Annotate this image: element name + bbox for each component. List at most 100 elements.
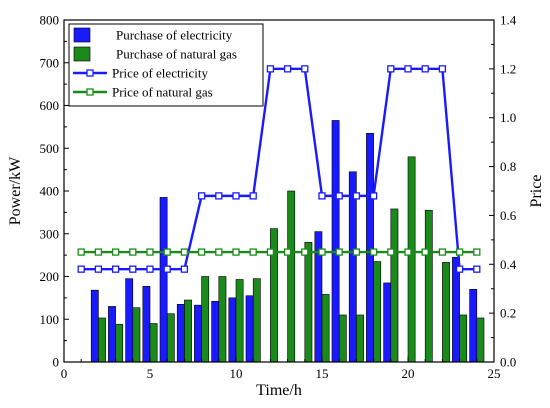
marker-gas-price-6 [163,248,171,256]
y2-tick-label-1.2: 1.2 [500,61,516,76]
marker-gas-price-8 [197,248,206,256]
marker-gas-price-23 [455,248,464,256]
bar-electricity-23 [452,256,460,363]
bar-gas-19 [390,208,399,363]
marker-electricity-price-14 [301,65,309,73]
marker-electricity-price-17 [352,192,361,200]
bar-electricity-6 [159,197,168,363]
marker-gas-price-17 [352,248,361,256]
marker-gas-price-10 [232,248,240,256]
y-tick-label-600: 600 [40,98,60,113]
bar-gas-9 [218,276,227,363]
legend-electricity-purchase-label: Purchase of electricity [116,28,233,43]
x-axis-title: Time/h [256,382,302,399]
marker-gas-price-7 [180,248,189,256]
marker-gas-price-5 [146,248,154,256]
marker-electricity-price-6 [163,265,171,273]
y-axis-right-ticks: 0.0 0.2 0.4 0.6 0.8 1.0 1.2 1.4 [489,13,517,370]
x-tick-label-20: 20 [402,366,415,381]
marker-gas-price-16 [335,248,343,256]
x-tick-label-15: 15 [316,366,329,381]
bar-gas-17 [356,314,364,363]
marker-gas-price-15 [318,248,326,256]
marker-gas-price-11 [249,248,257,256]
marker-electricity-price-23 [455,265,464,273]
y-axis-left-ticks: 0 100 200 300 400 500 600 700 800 [40,13,69,370]
marker-electricity-price-12 [266,65,275,73]
marker-gas-price-22 [438,248,447,256]
bar-gas-5 [149,323,158,363]
marker-gas-price-9 [215,248,223,256]
marker-electricity-price-7 [180,265,189,273]
marker-electricity-price-11 [249,192,257,200]
marker-electricity-price-13 [283,65,292,73]
marker-electricity-price-4 [129,265,137,273]
legend-electricity-price-marker [86,69,94,77]
marker-electricity-price-20 [404,65,412,73]
bar-electricity-18 [366,132,374,363]
bar-gas-13 [287,190,296,363]
bar-gas-23 [459,314,468,363]
marker-gas-price-1 [77,248,85,256]
bar-gas-11 [252,278,261,363]
marker-electricity-price-1 [77,265,85,273]
x-axis-ticks: 0 5 10 15 20 25 [61,357,501,381]
bar-gas-15 [321,294,330,363]
bar-electricity-16 [331,120,340,363]
y-axis-left-title: Power/kW [7,156,24,225]
marker-electricity-price-18 [369,192,378,200]
bar-electricity-8 [194,304,202,363]
marker-electricity-price-24 [473,265,481,273]
bar-electricity-11 [245,295,254,363]
bar-gas-2 [98,317,106,363]
bar-gas-10 [235,279,244,363]
marker-gas-price-13 [283,248,292,256]
y-tick-label-300: 300 [40,226,60,241]
legend-electricity-price-label: Price of electricity [112,66,209,81]
y2-tick-label-1.0: 1.0 [500,110,516,125]
bar-gas-21 [424,209,433,363]
legend: Purchase of electricity Purchase of natur… [68,23,264,107]
y2-tick-label-1.4: 1.4 [500,13,517,28]
bar-gas-14 [304,242,313,363]
bar-electricity-4 [125,278,134,363]
legend-gas-price-label: Price of natural gas [112,85,213,100]
y-tick-label-700: 700 [40,55,60,70]
bar-electricity-3 [108,306,116,363]
marker-electricity-price-5 [146,265,154,273]
marker-gas-price-3 [111,248,120,256]
bar-electricity-2 [90,289,99,363]
y-axis-right-title: Price [528,175,545,208]
bar-gas-24 [476,317,485,363]
legend-gas-purchase-label: Purchase of natural gas [116,47,237,62]
y2-tick-label-0.8: 0.8 [500,159,516,174]
marker-gas-price-18 [369,248,378,256]
bar-electricity-5 [142,286,151,363]
bar-gas-22 [442,262,450,363]
bar-gas-18 [373,261,382,363]
bar-gas-20 [407,156,416,363]
y2-tick-label-0.2: 0.2 [500,306,516,321]
marker-gas-price-12 [266,248,275,256]
marker-electricity-price-15 [318,192,326,200]
marker-gas-price-4 [129,248,137,256]
bar-gas-3 [115,324,124,363]
bar-gas-7 [184,299,192,363]
bar-gas-4 [132,307,141,363]
x-tick-label-25: 25 [488,366,501,381]
x-tick-label-0: 0 [61,366,68,381]
bar-gas-8 [201,276,210,363]
y-tick-label-100: 100 [40,312,60,327]
y-tick-label-400: 400 [40,184,60,199]
y2-tick-label-0.6: 0.6 [500,208,517,223]
bar-electricity-19 [383,282,392,363]
y-tick-label-800: 800 [40,13,60,28]
marker-electricity-price-9 [215,192,223,200]
y2-tick-label-0.0: 0.0 [500,355,516,370]
marker-electricity-price-3 [111,265,120,273]
marker-gas-price-2 [94,248,103,256]
bar-electricity-17 [348,171,357,363]
y2-tick-label-0.4: 0.4 [500,257,517,272]
marker-electricity-price-16 [335,192,343,200]
